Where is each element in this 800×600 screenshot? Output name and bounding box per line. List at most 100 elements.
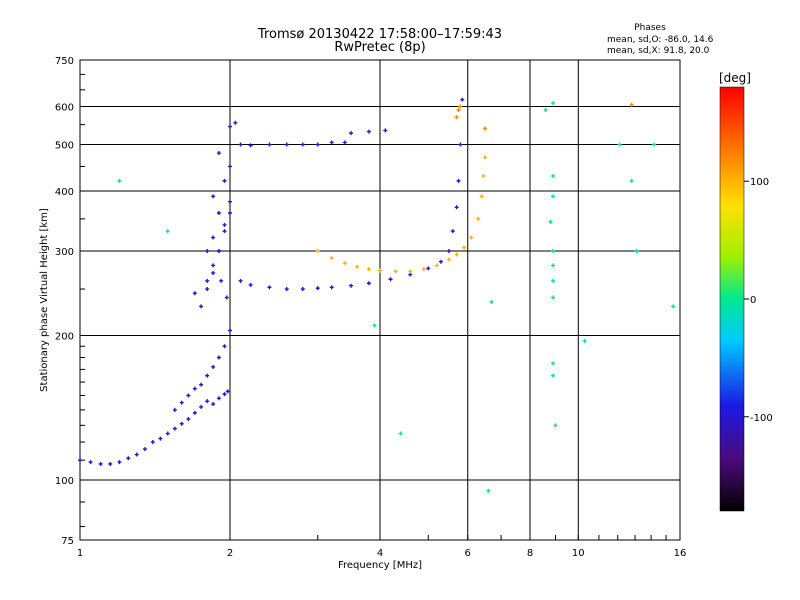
data-point	[205, 278, 210, 283]
data-point	[192, 410, 197, 415]
data-point	[462, 245, 467, 250]
series-x-trace-f2	[315, 155, 488, 274]
data-point	[548, 219, 553, 224]
data-point	[216, 151, 221, 156]
data-point	[483, 155, 488, 160]
data-point	[329, 285, 334, 290]
data-point	[315, 142, 320, 147]
data-point	[216, 396, 221, 401]
data-point	[267, 285, 272, 290]
data-point	[186, 393, 191, 398]
data-point	[248, 282, 253, 287]
series-o-trace-high-sporadic-	[228, 120, 388, 148]
data-point	[553, 423, 558, 428]
data-point	[652, 142, 657, 147]
data-point	[211, 194, 216, 199]
data-point	[460, 97, 465, 102]
data-point	[300, 142, 305, 147]
data-point	[224, 295, 229, 300]
data-point	[456, 178, 461, 183]
data-points	[78, 97, 676, 493]
colorbar-label: [deg]	[719, 71, 751, 85]
x-tick-label: 2	[227, 548, 233, 559]
data-point	[479, 194, 484, 199]
data-point	[222, 178, 227, 183]
data-point	[434, 263, 439, 268]
data-point	[199, 382, 204, 387]
data-point	[300, 287, 305, 292]
data-point	[378, 268, 382, 273]
data-point	[483, 126, 488, 131]
data-point	[469, 235, 474, 240]
data-point	[186, 417, 191, 422]
data-point	[228, 211, 232, 216]
data-point	[233, 120, 238, 125]
data-point	[366, 267, 371, 272]
data-point	[476, 216, 481, 221]
colorbar-tick-label: -100	[750, 413, 773, 424]
data-point	[199, 304, 204, 309]
series-o-trace-f2-lower-	[192, 97, 465, 296]
series-scattered-echoes	[117, 101, 676, 493]
data-point	[551, 249, 556, 254]
data-point	[165, 431, 170, 436]
data-point	[398, 431, 403, 436]
data-point	[454, 115, 459, 120]
data-point	[192, 386, 197, 391]
y-tick-label: 400	[55, 187, 74, 198]
data-point	[150, 440, 155, 445]
y-tick-label: 200	[55, 332, 74, 343]
x-tick-label: 1	[77, 548, 83, 559]
data-point	[458, 142, 463, 147]
data-point	[617, 142, 622, 147]
data-point	[543, 108, 548, 113]
data-point	[78, 458, 82, 463]
data-point	[108, 461, 113, 466]
data-point	[284, 287, 289, 292]
series-o-trace-f1-cusp	[172, 328, 232, 412]
x-tick-label: 8	[527, 548, 533, 559]
data-point	[629, 102, 634, 107]
y-axis-label: Stationary phase Virtual Height [km]	[39, 208, 50, 392]
data-point	[211, 402, 216, 407]
x-tick-label: 6	[465, 548, 471, 559]
data-point	[211, 270, 216, 275]
data-point	[551, 295, 556, 300]
data-point	[222, 222, 227, 227]
data-point	[228, 328, 232, 333]
data-point	[225, 389, 230, 394]
data-point	[222, 229, 227, 234]
data-point	[551, 194, 556, 199]
data-point	[408, 269, 413, 274]
data-point	[446, 257, 451, 262]
data-point	[192, 291, 197, 296]
y-tick-label: 750	[55, 56, 74, 67]
series-x-trace-high	[454, 102, 634, 131]
data-point	[329, 256, 334, 261]
data-point	[349, 131, 354, 136]
data-point	[551, 173, 556, 178]
data-point	[315, 249, 320, 254]
data-point	[88, 460, 93, 465]
data-point	[366, 129, 371, 134]
data-point	[205, 287, 210, 292]
y-tick-label: 300	[55, 247, 74, 258]
data-point	[582, 338, 587, 343]
data-point	[486, 488, 491, 493]
data-point	[216, 211, 221, 216]
data-point	[481, 173, 486, 178]
data-point	[134, 452, 139, 457]
data-point	[454, 205, 459, 210]
data-point	[211, 263, 216, 268]
data-point	[551, 101, 556, 106]
data-point	[179, 400, 184, 405]
tick-layer: 1 2 4 6 8 10 16 75 100 200 300 400 500 600 750	[55, 56, 686, 559]
data-point	[199, 404, 204, 409]
data-point	[551, 278, 556, 283]
x-axis-label: Frequency [MHz]	[338, 560, 422, 571]
data-point	[216, 355, 221, 360]
data-point	[117, 178, 122, 183]
data-point	[329, 140, 334, 145]
colorbar-tick-label: 100	[750, 177, 769, 188]
